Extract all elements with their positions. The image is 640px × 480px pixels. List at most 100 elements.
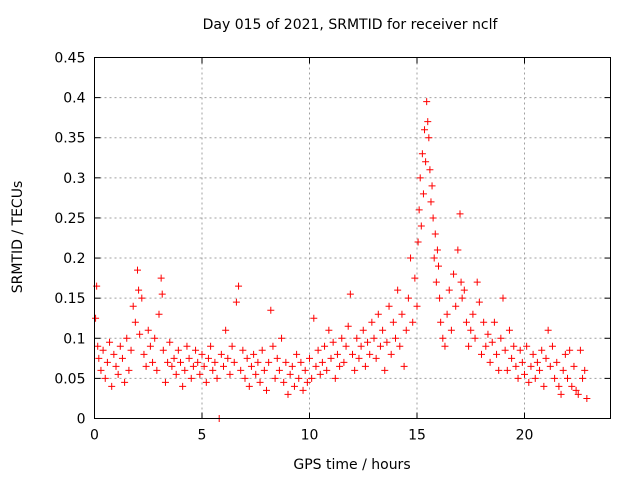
data-point [340, 358, 348, 366]
data-point [349, 350, 356, 358]
y-tick-label: 0.2 [63, 251, 85, 267]
data-point [116, 342, 124, 350]
data-point [127, 346, 135, 354]
data-point [131, 318, 139, 326]
data-point [488, 338, 496, 346]
data-point [436, 294, 444, 302]
data-point [392, 334, 399, 342]
data-point [155, 310, 163, 318]
data-point [376, 342, 384, 350]
data-point [508, 354, 516, 362]
data-point [192, 346, 200, 354]
data-point [441, 342, 449, 350]
data-point [213, 374, 221, 382]
data-point [457, 278, 465, 286]
data-point [312, 362, 320, 370]
data-point [353, 334, 361, 342]
y-axis-label: SRMTID / TECUs [10, 180, 26, 294]
data-point [121, 378, 129, 386]
data-point [338, 334, 346, 342]
data-point [222, 326, 230, 334]
data-point [404, 294, 412, 302]
data-point [101, 374, 109, 382]
data-point [357, 342, 365, 350]
data-point [398, 310, 406, 318]
data-point [200, 362, 208, 370]
data-point [480, 318, 488, 326]
data-point [299, 386, 307, 394]
data-point [482, 342, 490, 350]
data-point [97, 366, 105, 374]
data-point [327, 354, 335, 362]
data-point [342, 342, 350, 350]
data-point [224, 354, 232, 362]
x-tick-label: 15 [408, 428, 426, 444]
data-point [355, 354, 363, 362]
data-point [516, 346, 524, 354]
data-point [542, 354, 550, 362]
data-point [166, 338, 174, 346]
data-point [544, 326, 552, 334]
data-point [411, 274, 419, 282]
data-point [510, 342, 518, 350]
data-point [211, 358, 219, 366]
data-point [361, 362, 369, 370]
data-point [370, 334, 378, 342]
data-point [366, 350, 374, 358]
data-point [421, 126, 429, 134]
data-point [465, 342, 473, 350]
data-point [325, 326, 333, 334]
data-point [243, 354, 251, 362]
data-point [196, 370, 204, 378]
data-point [177, 358, 184, 366]
data-point [235, 282, 243, 290]
data-point [512, 362, 520, 370]
data-point [204, 354, 212, 362]
data-point [282, 358, 290, 366]
data-point [260, 366, 268, 374]
data-point [202, 378, 210, 386]
data-point [372, 354, 380, 362]
data-point [149, 358, 157, 366]
data-point [462, 318, 470, 326]
data-point [484, 330, 492, 338]
data-point [435, 262, 442, 270]
data-point [499, 294, 507, 302]
data-point [426, 166, 434, 174]
data-point [153, 366, 161, 374]
data-point [553, 358, 561, 366]
data-point [306, 354, 313, 362]
data-point [566, 346, 574, 354]
data-point [497, 334, 505, 342]
data-point [396, 342, 404, 350]
data-point [429, 214, 437, 222]
data-point [579, 374, 587, 382]
data-point [478, 350, 485, 358]
data-point [140, 350, 148, 358]
data-point [546, 362, 554, 370]
data-point [135, 286, 143, 294]
data-point [99, 346, 107, 354]
data-point [568, 382, 576, 390]
data-point [423, 98, 431, 106]
data-point [254, 358, 262, 366]
data-point [183, 342, 191, 350]
x-tick-label: 5 [198, 428, 207, 444]
data-point [433, 246, 441, 254]
data-point [174, 346, 182, 354]
data-point [108, 382, 116, 390]
data-point [525, 378, 533, 386]
data-point [226, 370, 234, 378]
data-point [374, 310, 382, 318]
data-point [428, 182, 436, 190]
data-point [387, 350, 395, 358]
data-point [427, 198, 435, 206]
data-point [241, 374, 249, 382]
data-point [329, 338, 337, 346]
data-point [245, 382, 253, 390]
data-point [280, 378, 288, 386]
chart-title: Day 015 of 2021, SRMTID for receiver ncl… [202, 17, 498, 33]
data-point [110, 350, 118, 358]
data-point [170, 354, 178, 362]
data-point [230, 358, 238, 366]
